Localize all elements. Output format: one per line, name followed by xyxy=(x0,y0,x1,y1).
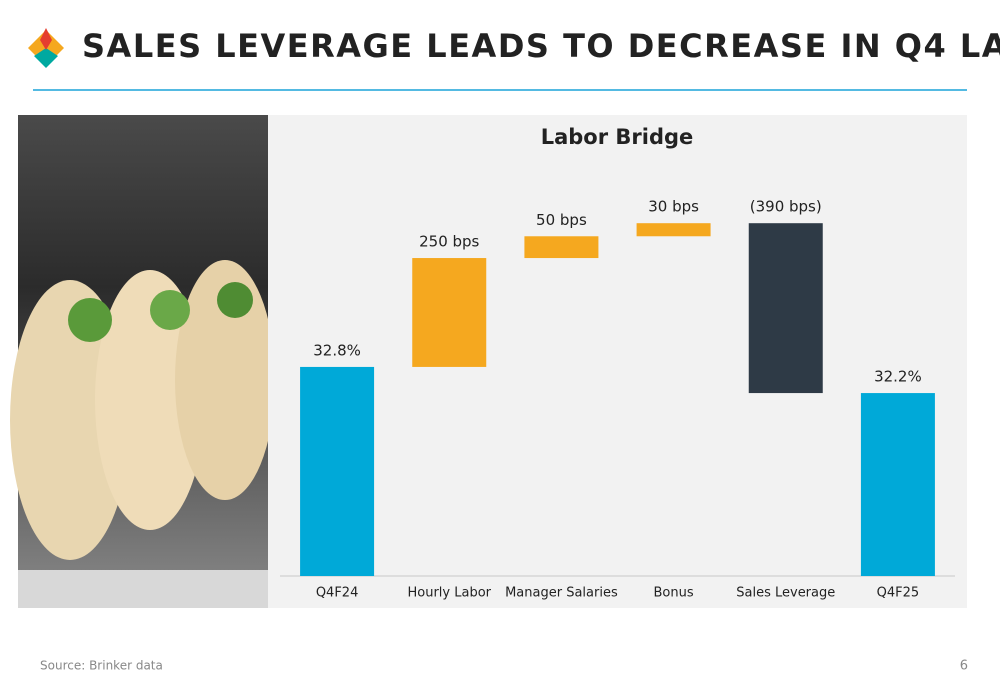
bar xyxy=(748,223,823,394)
bar xyxy=(524,236,599,259)
page-number: 6 xyxy=(960,659,968,674)
value-label: 32.8% xyxy=(313,341,361,359)
value-label: 32.2% xyxy=(874,368,922,386)
source-note: Source: Brinker data xyxy=(40,659,163,673)
x-tick-label: Q4F25 xyxy=(877,586,920,601)
x-tick-label: Bonus xyxy=(654,586,694,601)
chart-title: Labor Bridge xyxy=(541,125,694,149)
logo xyxy=(28,28,64,68)
bar xyxy=(300,366,375,576)
x-tick-label: Sales Leverage xyxy=(736,586,835,601)
value-label: 30 bps xyxy=(648,198,699,216)
value-label: 250 bps xyxy=(419,233,479,251)
bar xyxy=(636,223,711,237)
value-label: (390 bps) xyxy=(750,198,822,216)
bar xyxy=(860,393,935,576)
slide-title: SALES LEVERAGE LEADS TO DECREASE IN Q4 L… xyxy=(82,27,1000,65)
photo xyxy=(10,115,275,608)
x-tick-label: Manager Salaries xyxy=(505,586,618,601)
x-tick-label: Hourly Labor xyxy=(407,586,491,601)
x-tick-label: Q4F24 xyxy=(316,586,359,601)
value-label: 50 bps xyxy=(536,211,587,229)
chart-panel xyxy=(268,115,967,608)
bar xyxy=(412,258,487,367)
